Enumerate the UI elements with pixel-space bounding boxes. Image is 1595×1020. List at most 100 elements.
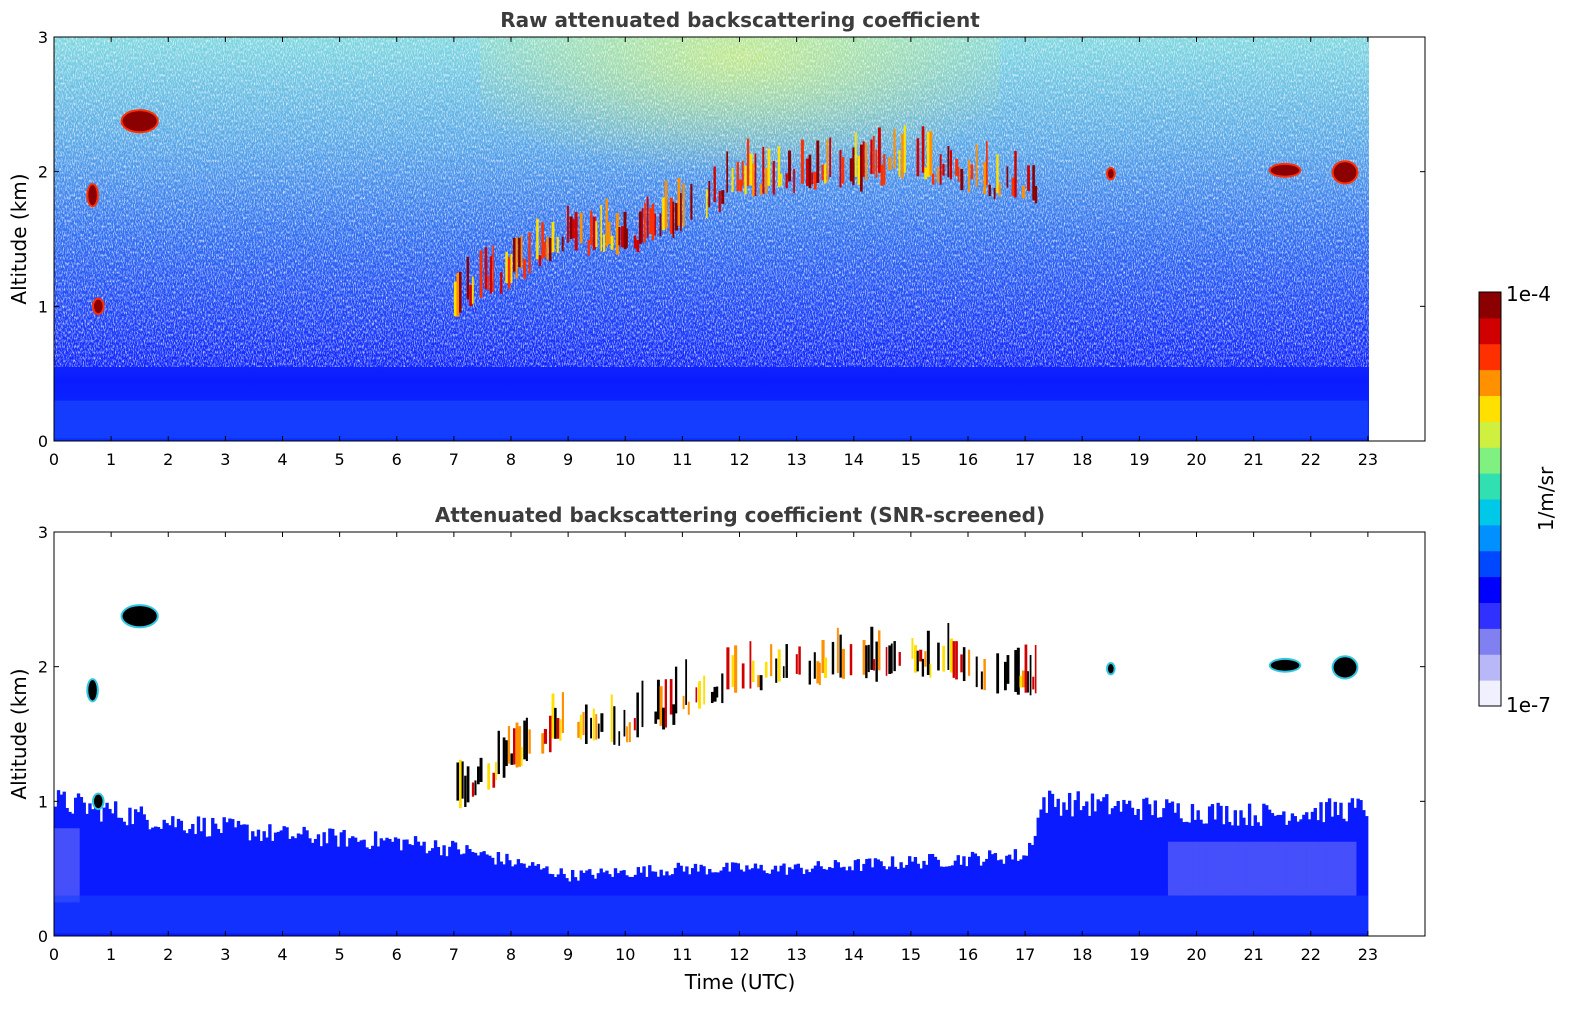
boundary-layer-column bbox=[99, 821, 104, 936]
cloud-streak bbox=[1014, 650, 1018, 692]
cloud-patch bbox=[1270, 164, 1300, 176]
boundary-layer-column bbox=[402, 839, 406, 936]
boundary-layer-column bbox=[459, 854, 463, 936]
boundary-layer-column bbox=[1007, 854, 1012, 936]
cloud-patch bbox=[93, 299, 103, 314]
boundary-layer-column bbox=[1139, 820, 1143, 936]
boundary-layer-column bbox=[133, 809, 138, 936]
boundary-layer-column bbox=[1236, 825, 1240, 936]
cloud-streak bbox=[813, 652, 816, 679]
boundary-layer-column bbox=[1345, 821, 1349, 936]
cloud-streak bbox=[636, 692, 639, 738]
cloud-patch bbox=[88, 185, 97, 206]
boundary-layer-column bbox=[71, 813, 75, 936]
cloud-streak bbox=[638, 211, 642, 244]
boundary-layer-column bbox=[990, 854, 995, 936]
cloud-streak bbox=[1021, 670, 1025, 688]
x-tick-label: 20 bbox=[1186, 450, 1206, 469]
cloud-streak bbox=[1024, 644, 1028, 693]
cloud-streak bbox=[998, 183, 1001, 197]
boundary-layer-column bbox=[56, 790, 61, 936]
cloud-streak bbox=[914, 645, 918, 673]
y-tick-label: 2 bbox=[38, 163, 48, 182]
cloud-streak bbox=[1032, 676, 1035, 690]
boundary-layer-column bbox=[282, 826, 286, 936]
boundary-layer-column bbox=[1159, 817, 1163, 936]
cloud-streak bbox=[929, 663, 932, 678]
cloud-streak bbox=[656, 679, 660, 720]
cloud-streak bbox=[960, 168, 964, 191]
cloud-streak bbox=[770, 644, 773, 677]
cloud-streak bbox=[888, 157, 892, 171]
cloud-streak bbox=[584, 704, 588, 744]
boundary-layer-column bbox=[1113, 805, 1118, 936]
cloud-streak bbox=[921, 658, 925, 677]
boundary-layer-column bbox=[1176, 803, 1180, 936]
cloud-streak bbox=[788, 150, 792, 182]
boundary-layer-column bbox=[196, 816, 201, 936]
boundary-layer-column bbox=[1293, 816, 1297, 936]
boundary-layer-column bbox=[388, 838, 392, 936]
cloud-streak bbox=[610, 235, 614, 250]
boundary-layer-column bbox=[1076, 791, 1080, 936]
boundary-layer-column bbox=[1305, 812, 1309, 936]
boundary-layer-column bbox=[225, 822, 229, 936]
cloud-streak bbox=[731, 167, 734, 193]
cloud-streak bbox=[829, 137, 832, 178]
boundary-layer-column bbox=[1130, 807, 1135, 936]
boundary-layer-column bbox=[413, 836, 418, 936]
cloud-streak bbox=[731, 655, 734, 687]
cloud-streak bbox=[942, 645, 946, 672]
colorbar-cell bbox=[1479, 421, 1501, 448]
boundary-layer-column bbox=[208, 836, 212, 936]
boundary-layer-column bbox=[139, 806, 144, 936]
boundary-layer-column bbox=[162, 819, 166, 936]
cloud-streak bbox=[1021, 185, 1026, 199]
cloud-streak bbox=[497, 730, 500, 775]
x-tick-label: 19 bbox=[1129, 450, 1149, 469]
boundary-layer-column bbox=[62, 791, 66, 936]
boundary-layer-column bbox=[1316, 820, 1320, 936]
boundary-layer-column bbox=[1070, 816, 1075, 936]
x-tick-label: 8 bbox=[506, 945, 516, 964]
cloud-streak bbox=[932, 173, 935, 185]
cloud-streak bbox=[590, 717, 592, 739]
boundary-layer-column bbox=[411, 845, 415, 936]
boundary-layer-column bbox=[1056, 798, 1060, 936]
cloud-streak bbox=[983, 161, 987, 194]
boundary-layer-column bbox=[176, 818, 181, 936]
cloud-streak bbox=[618, 731, 621, 746]
cloud-streak bbox=[919, 649, 923, 662]
cloud-streak bbox=[1027, 165, 1030, 191]
cloud-streak bbox=[968, 649, 971, 676]
cloud-streak bbox=[777, 649, 781, 682]
cloud-streak bbox=[842, 648, 845, 679]
boundary-layer-column bbox=[1187, 822, 1192, 936]
cloud-streak bbox=[551, 221, 555, 253]
cloud-streak bbox=[852, 147, 855, 186]
cloud-streak bbox=[898, 651, 901, 666]
x-tick-label: 8 bbox=[506, 450, 516, 469]
cloud-streak bbox=[520, 235, 523, 268]
cloud-streak bbox=[669, 679, 673, 715]
boundary-layer-column bbox=[431, 848, 435, 936]
cloud-streak bbox=[528, 729, 531, 754]
cloud-streak bbox=[780, 173, 783, 186]
boundary-layer-column bbox=[299, 834, 303, 936]
cloud-streak bbox=[626, 228, 628, 248]
cloud-streak bbox=[993, 188, 996, 200]
boundary-layer-column bbox=[382, 840, 386, 936]
y-tick-label: 0 bbox=[38, 927, 48, 946]
boundary-layer-column bbox=[1279, 814, 1283, 936]
cloud-streak bbox=[975, 144, 978, 187]
boundary-layer-column bbox=[1233, 810, 1237, 936]
cloud-streak bbox=[515, 722, 519, 768]
cloud-streak bbox=[664, 180, 668, 229]
boundary-layer-column bbox=[205, 836, 209, 936]
cloud-patch bbox=[122, 111, 157, 132]
cloud-streak bbox=[836, 627, 839, 674]
cloud-streak bbox=[849, 158, 853, 182]
boundary-layer-column bbox=[1207, 806, 1212, 936]
boundary-layer-column bbox=[271, 840, 275, 936]
cloud-streak bbox=[626, 726, 628, 743]
